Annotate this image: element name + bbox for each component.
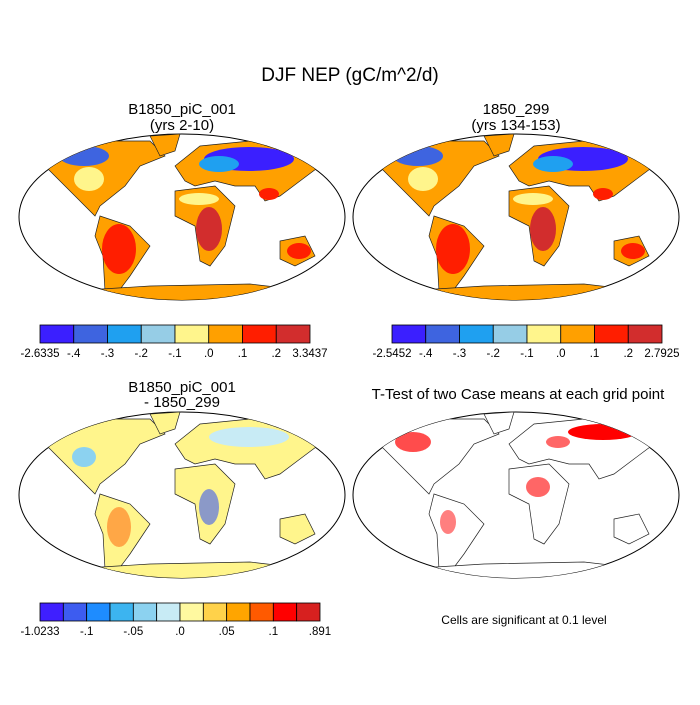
colorbar-box [174,324,210,344]
footnote: Cells are significant at 0.1 level [441,613,606,627]
colorbar-box [296,602,321,622]
colorbar-label: 2.7925 [644,348,679,360]
colorbar-box [39,324,75,344]
colorbar-box [492,324,528,344]
colorbar-label: .1 [238,348,248,360]
colorbar-label: .0 [204,348,214,360]
colorbar-box [132,602,158,622]
colorbar-box [39,602,64,622]
panel-title: (yrs 2-10) [150,117,214,134]
panel-titles: B1850_piC_001(yrs 2-10)1850_299(yrs 134-… [128,101,665,411]
figure-title: DJF NEP (gC/m^2/d) [261,65,439,86]
colorbar-label: 3.3437 [292,348,327,360]
colorbar-label: .1 [590,348,600,360]
colorbar-label: -.1 [520,348,533,360]
colorbar-box [391,324,427,344]
panel-title: (yrs 134-153) [471,117,560,134]
colorbar-box [560,324,595,344]
colorbar-box [526,324,562,344]
colorbar-box [275,324,311,344]
panel-title: B1850_piC_001 [128,101,236,118]
colorbar-box [594,324,629,344]
colorbar-box [179,602,204,622]
colorbars: -2.6335 -.4 -.3 -.2 -.1 .0 .1 .2 3.3437 -2.5452 -.… [20,324,680,638]
colorbar-label: -.1 [168,348,181,360]
panel-title: 1850_299 [483,101,550,118]
colorbar-label: -1.0233 [20,626,59,638]
colorbar-box [425,324,460,344]
colorbar-label: .05 [219,626,235,638]
colorbar-label: -.2 [487,348,500,360]
colorbar-box [107,324,142,344]
colorbar-label: -.4 [67,348,81,360]
colorbar-label: .2 [271,348,281,360]
colorbar-box [272,602,298,622]
colorbar-label: .1 [269,626,279,638]
panel-title: B1850_piC_001 [128,379,236,396]
map-panel-4 [352,411,680,582]
colorbar-label: .0 [556,348,566,360]
colorbar-box [62,602,88,622]
panel-title: - 1850_299 [144,394,220,411]
colorbar-label: -.3 [101,348,114,360]
colorbar-label: -.1 [80,626,93,638]
map-panel-3 [18,411,346,582]
colorbar-label: -.4 [419,348,433,360]
colorbar-box [208,324,243,344]
colorbar-box [202,602,228,622]
map-panel-2 [352,133,680,304]
colorbar-box [627,324,663,344]
colorbar-label: -2.6335 [20,348,59,360]
colorbar-box [242,324,277,344]
panel-title: T-Test of two Case means at each grid po… [372,386,665,403]
colorbar-label: .891 [309,626,331,638]
colorbar-label: -2.5452 [372,348,411,360]
colorbar-box [226,602,251,622]
colorbar-box [140,324,176,344]
map-panel-1 [18,133,346,304]
colorbar-box [73,324,108,344]
colorbar-label: -.05 [123,626,143,638]
colorbar-label: -.3 [453,348,466,360]
colorbar-box [249,602,274,622]
colorbar-box [86,602,111,622]
colorbar-box [156,602,181,622]
colorbar-label: -.2 [135,348,148,360]
colorbar-label: .0 [175,626,185,638]
colorbar-box [459,324,494,344]
colorbar-box [109,602,134,622]
colorbar-label: .2 [623,348,633,360]
